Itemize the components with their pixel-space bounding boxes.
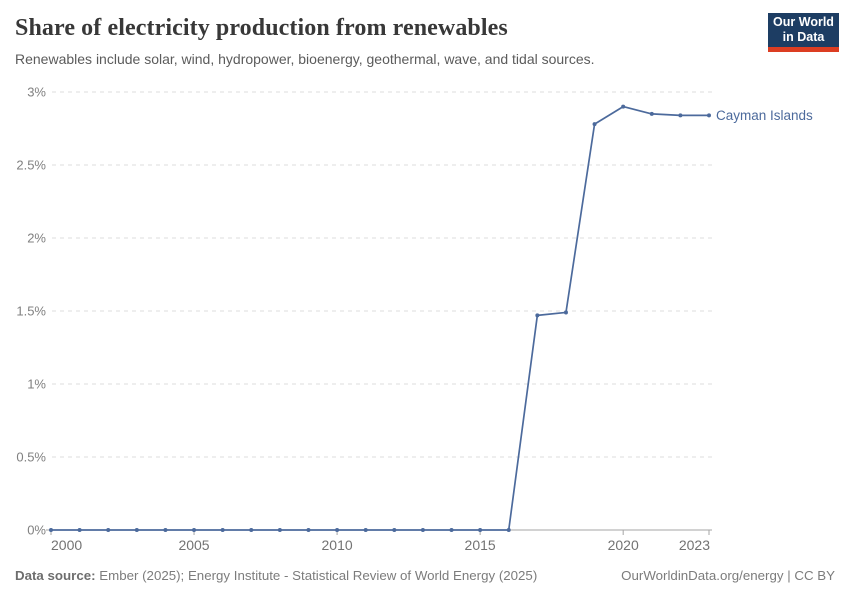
chart-header: Share of electricity production from ren… — [15, 15, 755, 67]
chart-title: Share of electricity production from ren… — [15, 15, 508, 41]
y-axis-tick-label: 2.5% — [16, 158, 46, 173]
x-axis-tick-label: 2020 — [608, 537, 639, 553]
data-point[interactable] — [277, 528, 282, 532]
credit-link[interactable]: OurWorldinData.org/energy | CC BY — [621, 568, 835, 583]
chart-subtitle: Renewables include solar, wind, hydropow… — [15, 51, 595, 67]
chart-footer: Data source: Ember (2025); Energy Instit… — [15, 568, 835, 583]
data-point[interactable] — [563, 310, 568, 315]
data-point[interactable] — [49, 528, 53, 532]
data-point[interactable] — [392, 528, 397, 532]
data-point[interactable] — [478, 528, 483, 532]
data-source-text: Ember (2025); Energy Institute - Statist… — [95, 568, 538, 583]
data-point[interactable] — [249, 528, 254, 532]
x-axis-tick-label: 2000 — [51, 537, 82, 553]
y-axis-tick-label: 1% — [27, 377, 46, 392]
data-point[interactable] — [106, 528, 111, 532]
data-point[interactable] — [592, 122, 597, 127]
y-axis-tick-label: 3% — [27, 85, 46, 100]
y-axis-tick-label: 1.5% — [16, 304, 46, 319]
y-axis-tick-label: 0.5% — [16, 450, 46, 465]
data-point[interactable] — [163, 528, 168, 532]
data-point[interactable] — [335, 528, 340, 532]
x-axis-tick-label: 2010 — [322, 537, 353, 553]
x-axis-tick-label: 2023 — [679, 537, 710, 553]
y-axis-tick-label: 0% — [27, 523, 46, 538]
x-axis-tick-label: 2015 — [465, 537, 496, 553]
series-label[interactable]: Cayman Islands — [716, 108, 813, 123]
data-point[interactable] — [707, 113, 711, 118]
data-point[interactable] — [220, 528, 225, 532]
data-point[interactable] — [449, 528, 454, 532]
y-axis-tick-label: 2% — [27, 231, 46, 246]
data-point[interactable] — [621, 104, 626, 109]
owid-logo[interactable]: Our World in Data — [768, 13, 839, 52]
data-source-line[interactable]: Data source: Ember (2025); Energy Instit… — [15, 568, 537, 583]
data-point[interactable] — [678, 113, 683, 118]
data-point[interactable] — [535, 313, 540, 318]
data-point[interactable] — [306, 528, 311, 532]
data-point[interactable] — [649, 111, 654, 116]
data-source-label: Data source: — [15, 568, 96, 583]
line-series-cayman-islands[interactable] — [51, 105, 709, 531]
x-axis-tick-label: 2005 — [178, 537, 209, 553]
data-point[interactable] — [506, 528, 511, 532]
data-point[interactable] — [363, 528, 368, 532]
owid-logo-text: Our World in Data — [773, 15, 834, 44]
data-point[interactable] — [134, 528, 139, 532]
data-point[interactable] — [77, 528, 82, 532]
data-point[interactable] — [192, 528, 197, 532]
data-point[interactable] — [420, 528, 425, 532]
